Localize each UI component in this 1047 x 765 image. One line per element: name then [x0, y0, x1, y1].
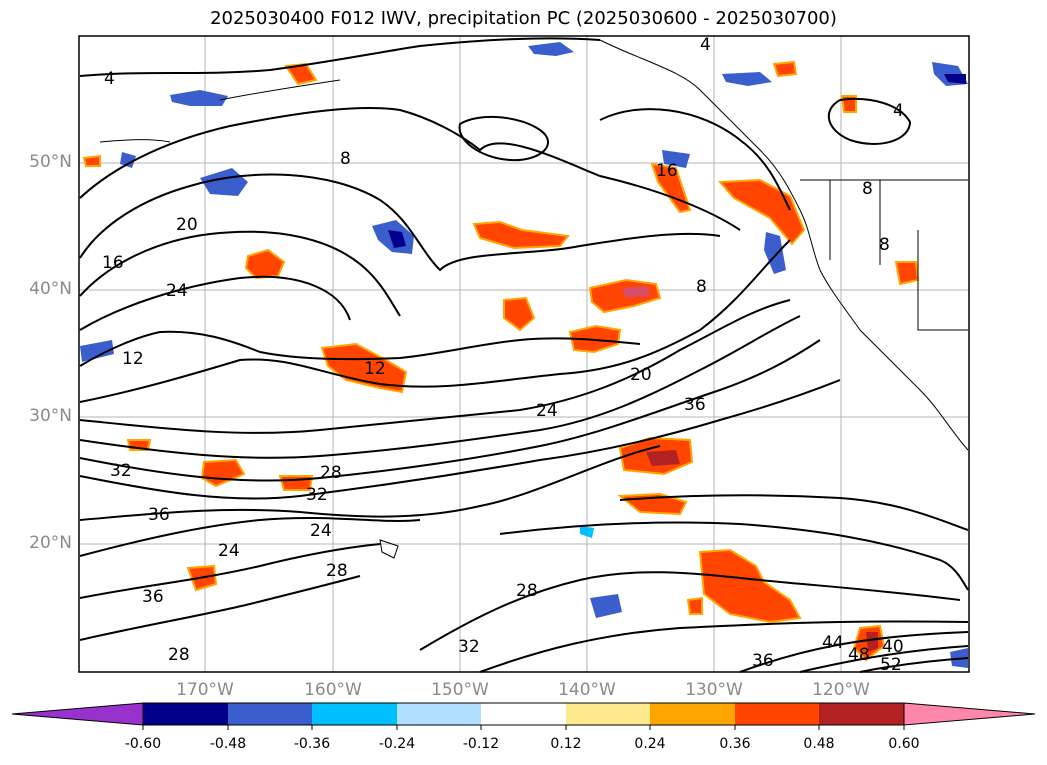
- colorbar-extend-high: [903, 702, 1036, 726]
- colorbar-tick-label: 0.36: [719, 736, 751, 752]
- precip-pos-patch: [284, 62, 318, 86]
- precip-neg-patch: [944, 74, 966, 84]
- precip-pos-patch: [82, 154, 101, 167]
- precip-anomaly-fills: [80, 42, 968, 668]
- coastlines: [99, 39, 969, 559]
- lon-label: 160°W: [304, 680, 362, 700]
- colorbar-tick-label: 0.24: [634, 736, 666, 752]
- lat-label: 50°N: [29, 152, 72, 172]
- contour-label: 32: [306, 485, 328, 505]
- contour-label: 44: [822, 633, 844, 653]
- colorbar-segment: [228, 703, 312, 725]
- contour-label: 40: [882, 637, 904, 657]
- contour-label: 28: [516, 581, 538, 601]
- contour-label: 36: [142, 587, 164, 607]
- contour-label: 8: [696, 277, 707, 297]
- precip-neg-patch: [580, 526, 594, 538]
- colorbar-tick-label: -0.36: [293, 736, 331, 752]
- colorbar-segment: [312, 703, 397, 725]
- precip-neg-patch: [80, 340, 114, 362]
- contour-label: 36: [684, 395, 706, 415]
- precip-pos-patch: [472, 220, 570, 250]
- colorbar-tick-label: 0.12: [550, 736, 582, 752]
- contour-label: 24: [310, 521, 332, 541]
- precip-pos-patch: [698, 548, 802, 624]
- lon-label: 130°W: [685, 680, 743, 700]
- contour-label: 24: [166, 281, 188, 301]
- precip-pos-patch: [686, 596, 703, 615]
- contour-label: 12: [364, 359, 386, 379]
- precip-pos-patch: [622, 286, 650, 298]
- contour-label: 36: [148, 505, 170, 525]
- colorbar-segment: [650, 703, 735, 725]
- lon-label: 170°W: [176, 680, 234, 700]
- colorbar-tick-label: -0.48: [209, 736, 247, 752]
- precip-neg-patch: [120, 152, 136, 168]
- precip-neg-patch: [200, 168, 248, 196]
- map-title: 2025030400 F012 IWV, precipitation PC (2…: [210, 8, 837, 29]
- colorbar-tick-label: 0.60: [888, 736, 920, 752]
- contour-label: 16: [102, 253, 124, 273]
- precip-pos-patch: [646, 450, 680, 466]
- contour-label: 32: [458, 637, 480, 657]
- contour-label: 4: [700, 35, 711, 55]
- map-frame: [78, 35, 970, 673]
- colorbar-segment: [735, 703, 819, 725]
- contour-label: 20: [630, 365, 652, 385]
- colorbar-tick-label: 0.48: [803, 736, 835, 752]
- colorbar-tick-label: -0.12: [462, 736, 500, 752]
- contour-label: 24: [218, 541, 240, 561]
- contour-label: 28: [326, 561, 348, 581]
- colorbar-tick-label: -0.60: [124, 736, 162, 752]
- contour-label: 24: [536, 401, 558, 421]
- iwv-contours: [79, 37, 969, 673]
- colorbar-segment: [566, 703, 650, 725]
- contour-label: 12: [122, 349, 144, 369]
- precip-pos-patch: [320, 342, 408, 394]
- precip-neg-patch: [388, 230, 406, 248]
- colorbar-segment: [143, 703, 228, 725]
- precip-neg-patch: [764, 232, 786, 274]
- precip-neg-patch: [722, 72, 772, 86]
- contour-labels: 4 4 4 8 8 8 8 12 12 16 16 20 20 24 24 24…: [102, 35, 904, 675]
- precip-neg-patch: [528, 42, 574, 56]
- lon-label: 120°W: [812, 680, 870, 700]
- lon-label: 140°W: [558, 680, 616, 700]
- precip-pos-patch: [894, 261, 920, 286]
- contour-label: 4: [893, 101, 904, 121]
- contour-label: 48: [848, 645, 870, 665]
- contour-label: 8: [879, 235, 890, 255]
- precip-pos-patch: [244, 248, 286, 280]
- map-plot-area: 4 4 4 8 8 8 8 12 12 16 16 20 20 24 24 24…: [78, 35, 970, 675]
- colorbar-segment: [819, 703, 904, 725]
- lat-label: 40°N: [29, 279, 72, 299]
- precip-neg-patch: [170, 90, 228, 106]
- lat-label: 20°N: [29, 533, 72, 553]
- precip-pos-patch: [866, 632, 878, 652]
- colorbar-tick-label: -0.24: [378, 736, 416, 752]
- contour-label: 52: [880, 655, 902, 675]
- contour-label: 36: [752, 651, 774, 671]
- lon-label: 150°W: [431, 680, 489, 700]
- lat-label: 30°N: [29, 406, 72, 426]
- contour-label: 8: [862, 179, 873, 199]
- colorbar-segment: [481, 703, 566, 725]
- contour-label: 16: [656, 161, 678, 181]
- contour-label: 4: [104, 69, 115, 89]
- contour-label: 32: [110, 461, 132, 481]
- contour-label: 8: [340, 149, 351, 169]
- colorbar-segment: [397, 703, 481, 725]
- contour-label: 28: [320, 463, 342, 483]
- precip-neg-patch: [662, 150, 690, 168]
- contour-label: 28: [168, 645, 190, 665]
- contour-label: 20: [176, 215, 198, 235]
- precip-pos-patch: [503, 296, 536, 332]
- colorbar: [11, 702, 1036, 730]
- precip-pos-patch: [772, 60, 798, 78]
- precip-neg-patch: [590, 594, 622, 618]
- colorbar-extend-low: [11, 702, 144, 726]
